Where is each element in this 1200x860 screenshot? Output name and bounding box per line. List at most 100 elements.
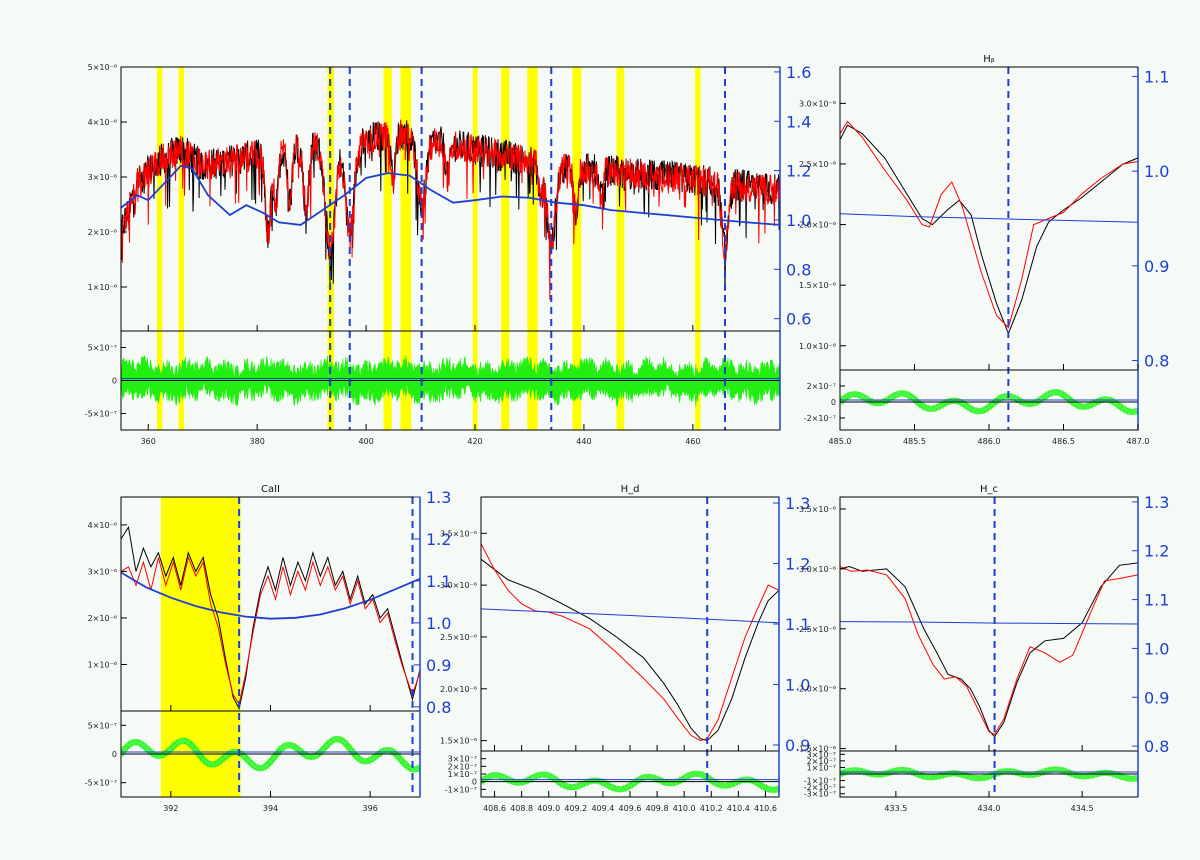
residual-marker <box>637 775 645 782</box>
y-tick-label: 1.0×10⁻⁶ <box>799 342 836 351</box>
residual-marker <box>1041 393 1049 400</box>
residual-marker <box>708 777 716 784</box>
residual-marker <box>151 751 158 758</box>
panel-hb: 485.0 485.5 486.0 486.5 487.0 1.0×10⁻⁶ 1.5×10⁻… <box>799 54 1170 446</box>
residual-marker <box>933 773 941 780</box>
residual-marker <box>270 753 278 761</box>
residual-marker <box>574 782 582 790</box>
right-y-tick-label: 0.9 <box>1144 688 1169 707</box>
y-tick-label: 3.0×10⁻⁶ <box>799 565 836 574</box>
residual-marker <box>855 391 862 399</box>
continuum-ratio-line <box>840 621 1138 625</box>
y-tick-label: 3.5×10⁻⁶ <box>440 529 477 538</box>
residual-marker <box>1112 771 1119 778</box>
residual-marker <box>885 769 892 777</box>
residual-marker <box>1119 405 1127 412</box>
residual-marker <box>1134 407 1138 414</box>
residual-marker <box>1037 769 1045 776</box>
residual-marker <box>252 763 259 771</box>
right-y-tick-label: 1.6 <box>786 63 811 82</box>
residual-marker <box>248 760 256 768</box>
residual-marker <box>1056 389 1064 397</box>
continuum-ratio-line <box>121 164 780 226</box>
panel-frame <box>839 66 1139 431</box>
residual-marker <box>933 404 941 411</box>
right-y-tick-label: 1.0 <box>785 675 810 694</box>
x-tick-label: 487.0 <box>1127 437 1150 446</box>
right-y-tick-label: 1.0 <box>786 211 811 230</box>
plot-area-hb <box>840 67 1138 430</box>
residual-marker <box>967 773 974 781</box>
panel-hg: 433.5 434.0 434.5 1.5×10⁻⁶ 2.0×10⁻⁶ 2.5×10⁻⁶ 3… <box>799 484 1170 813</box>
residual-marker <box>600 779 608 787</box>
residual-marker <box>412 765 420 773</box>
residual-marker <box>356 756 364 763</box>
x-tick-label: 440 <box>576 437 591 446</box>
residual-y-tick-label: 0 <box>112 750 117 759</box>
residual-marker <box>559 781 567 788</box>
right-y-tick-label: 1.3 <box>426 488 451 507</box>
residual-marker <box>727 781 734 788</box>
residual-marker <box>173 739 181 747</box>
observed-spectrum-line <box>481 558 779 742</box>
x-tick-label: 408.6 <box>483 804 506 813</box>
residual-marker <box>716 781 723 788</box>
residual-marker <box>211 760 218 768</box>
x-tick-label: 380 <box>250 437 265 446</box>
residual-marker <box>496 772 503 780</box>
residual-marker <box>753 779 760 786</box>
residual-marker <box>188 742 196 749</box>
residual-marker <box>1060 391 1067 399</box>
continuum-ratio-line <box>481 608 779 624</box>
x-tick-label: 434.0 <box>978 804 1001 813</box>
residual-y-tick-label: -1×10⁻⁷ <box>445 785 477 794</box>
residual-marker <box>578 781 585 788</box>
residual-marker <box>877 399 885 407</box>
model-fit-line <box>840 120 1138 329</box>
x-tick-label: 360 <box>141 437 156 446</box>
residual-marker <box>634 777 641 785</box>
residual-marker <box>760 783 768 791</box>
residual-marker <box>608 783 615 791</box>
x-tick-label: 434.5 <box>1071 804 1094 813</box>
right-y-tick-label: 1.3 <box>1144 493 1169 512</box>
residual-marker <box>907 768 915 775</box>
x-tick-label: 400 <box>358 437 373 446</box>
highlight-band <box>616 67 625 430</box>
right-y-tick-label: 1.0 <box>1144 639 1169 658</box>
y-tick-label: 1×10⁻⁶ <box>88 283 117 292</box>
model-fit-line <box>840 566 1138 735</box>
right-y-tick-label: 0.8 <box>1144 737 1169 756</box>
y-tick-label: 2×10⁻⁶ <box>88 228 117 237</box>
right-y-tick-label: 1.2 <box>426 530 451 549</box>
residual-marker <box>582 779 589 787</box>
residual-marker <box>214 759 222 766</box>
residual-marker <box>593 777 600 784</box>
right-y-tick-label: 1.2 <box>786 162 811 181</box>
residual-marker <box>158 751 166 759</box>
right-y-tick-label: 0.8 <box>426 698 451 717</box>
residual-marker <box>1116 402 1123 410</box>
residual-marker <box>125 741 132 749</box>
x-tick-label: 486.0 <box>978 437 1001 446</box>
residual-marker <box>963 402 970 410</box>
residual-marker <box>293 744 300 752</box>
residual-marker <box>840 769 848 776</box>
residual-marker <box>518 779 526 786</box>
residual-marker <box>652 775 660 782</box>
residual-marker <box>914 399 922 406</box>
residual-y-tick-label: 3×10⁻⁷ <box>807 750 836 759</box>
residual-marker <box>859 393 866 400</box>
right-y-tick-label: 1.2 <box>785 555 810 574</box>
y-tick-label: 3×10⁻⁶ <box>88 173 117 182</box>
y-tick-label: 4×10⁻⁶ <box>88 521 117 530</box>
x-tick-label: 396 <box>363 804 378 813</box>
residual-marker <box>952 397 959 404</box>
right-y-tick-label: 1.1 <box>426 572 451 591</box>
residual-y-tick-label: 1×10⁻⁷ <box>448 770 477 779</box>
x-tick-label: 485.0 <box>829 437 852 446</box>
residual-marker <box>481 775 489 783</box>
residual-marker <box>308 753 315 761</box>
residual-marker <box>892 391 900 399</box>
